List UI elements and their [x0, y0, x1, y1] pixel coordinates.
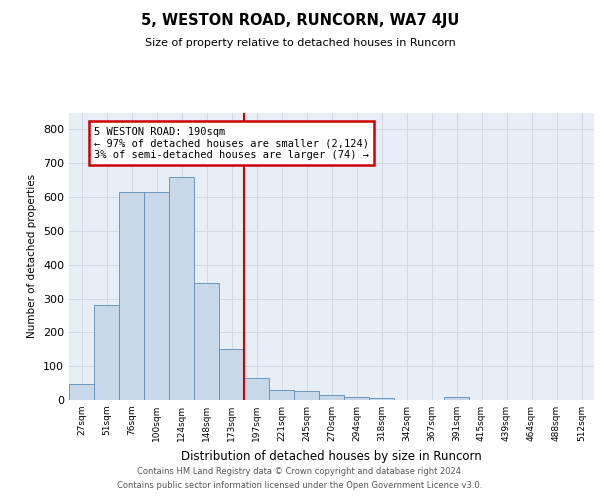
Text: 5, WESTON ROAD, RUNCORN, WA7 4JU: 5, WESTON ROAD, RUNCORN, WA7 4JU: [141, 12, 459, 28]
Bar: [294, 391, 319, 400]
Bar: [344, 396, 369, 400]
Y-axis label: Number of detached properties: Number of detached properties: [28, 174, 37, 338]
Bar: [369, 398, 394, 400]
Bar: [144, 192, 169, 400]
Bar: [94, 306, 119, 400]
Text: 5 WESTON ROAD: 190sqm
← 97% of detached houses are smaller (2,124)
3% of semi-de: 5 WESTON ROAD: 190sqm ← 97% of detached …: [94, 126, 369, 160]
Bar: [244, 378, 269, 400]
Bar: [269, 390, 294, 400]
Text: Contains public sector information licensed under the Open Government Licence v3: Contains public sector information licen…: [118, 481, 482, 490]
Bar: [319, 396, 344, 400]
Text: Size of property relative to detached houses in Runcorn: Size of property relative to detached ho…: [145, 38, 455, 48]
Bar: [119, 192, 144, 400]
Bar: [444, 396, 469, 400]
Bar: [169, 177, 194, 400]
X-axis label: Distribution of detached houses by size in Runcorn: Distribution of detached houses by size …: [181, 450, 482, 462]
Bar: [219, 350, 244, 400]
Bar: [69, 384, 94, 400]
Bar: [194, 282, 219, 400]
Text: Contains HM Land Registry data © Crown copyright and database right 2024.: Contains HM Land Registry data © Crown c…: [137, 467, 463, 476]
